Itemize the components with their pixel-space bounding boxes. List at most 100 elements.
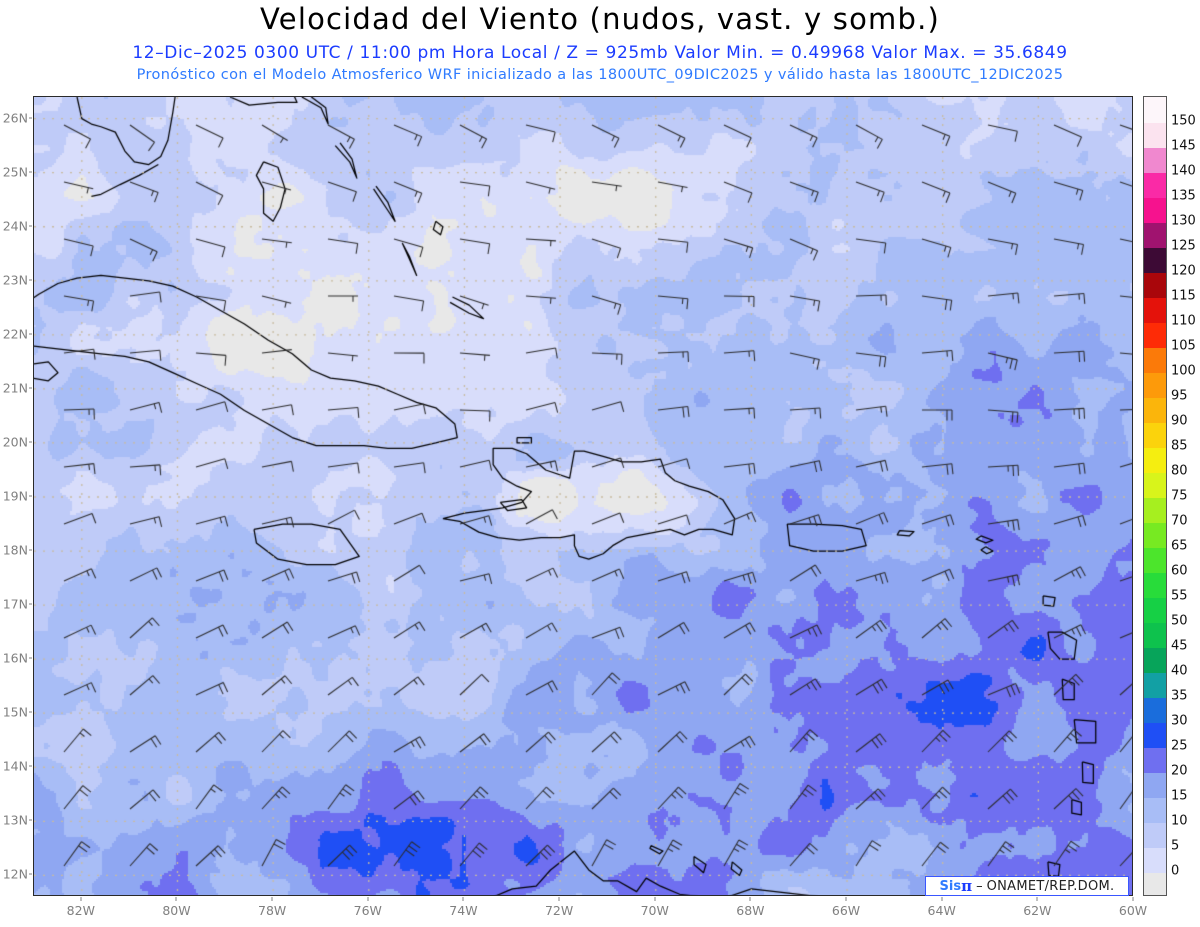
colorbar-tick-label: 140 xyxy=(1171,163,1196,179)
colorbar-segment xyxy=(1144,772,1166,798)
latitude-tick-mark xyxy=(29,873,32,875)
longitude-tick-mark xyxy=(367,897,369,901)
latitude-tick-label: 26N xyxy=(2,110,28,126)
latitude-tick-mark xyxy=(29,387,32,389)
latitude-tick-label: 24N xyxy=(2,218,28,234)
latitude-tick-mark xyxy=(29,657,32,659)
colorbar-segment xyxy=(1144,347,1166,373)
longitude-tick-label: 74W xyxy=(449,903,478,918)
colorbar-tick-label: 55 xyxy=(1171,588,1188,604)
longitude-tick-mark xyxy=(654,897,656,901)
colorbar-segment xyxy=(1144,372,1166,398)
longitude-tick-mark xyxy=(271,897,273,901)
colorbar-segment xyxy=(1144,797,1166,823)
colorbar-segment xyxy=(1144,697,1166,723)
colorbar-segment xyxy=(1144,472,1166,498)
colorbar-tick-label: 65 xyxy=(1171,538,1188,554)
colorbar-segment xyxy=(1144,147,1166,173)
colorbar-tick-label: 45 xyxy=(1171,638,1188,654)
colorbar-segment xyxy=(1144,622,1166,648)
colorbar-tick-label: 75 xyxy=(1171,488,1188,504)
longitude-tick-mark xyxy=(80,897,82,901)
colorbar-segment xyxy=(1144,97,1166,123)
longitude-tick-label: 64W xyxy=(927,903,956,918)
latitude-tick-label: 16N xyxy=(2,650,28,666)
longitude-tick-label: 60W xyxy=(1118,903,1148,918)
latitude-tick-mark xyxy=(29,225,32,227)
colorbar-tick-label: 110 xyxy=(1171,313,1196,329)
colorbar-segment xyxy=(1144,422,1166,448)
latitude-tick-label: 21N xyxy=(2,380,28,396)
longitude-tick-label: 82W xyxy=(66,903,95,918)
latitude-tick-mark xyxy=(29,711,32,713)
colorbar-tick-label: 85 xyxy=(1171,438,1188,454)
colorbar-tick-label: 25 xyxy=(1171,738,1188,754)
colorbar-tick-label: 145 xyxy=(1171,138,1196,154)
longitude-tick-label: 78W xyxy=(257,903,287,918)
latitude-tick-label: 18N xyxy=(2,542,28,558)
attribution-badge: Sis π – ONAMET/REP.DOM. xyxy=(925,876,1129,896)
colorbar-tick-label: 30 xyxy=(1171,713,1188,729)
colorbar-segment xyxy=(1144,747,1166,773)
latitude-tick-label: 14N xyxy=(2,758,28,774)
colorbar-tick-label: 15 xyxy=(1171,788,1188,804)
longitude-tick-mark xyxy=(175,897,177,901)
colorbar-segment xyxy=(1144,522,1166,548)
latitude-tick-mark xyxy=(29,441,32,443)
colorbar-tick-label: 60 xyxy=(1171,563,1188,579)
latitude-tick-mark xyxy=(29,549,32,551)
colorbar-segment xyxy=(1144,672,1166,698)
colorbar-segment xyxy=(1144,847,1166,873)
pi-logo-glyph: π xyxy=(961,877,973,895)
colorbar-tick-label: 50 xyxy=(1171,613,1188,629)
map-header: Velocidad del Viento (nudos, vast. y som… xyxy=(0,0,1200,92)
latitude-tick-mark xyxy=(29,819,32,821)
colorbar-segment xyxy=(1144,647,1166,673)
colorbar-segment xyxy=(1144,297,1166,323)
latitude-tick-label: 20N xyxy=(2,434,28,450)
longitude-tick-label: 76W xyxy=(353,903,382,918)
latitude-tick-label: 25N xyxy=(2,164,28,180)
colorbar-segment xyxy=(1144,222,1166,248)
latitude-tick-mark xyxy=(29,603,32,605)
longitude-tick-mark xyxy=(941,897,943,901)
latitude-tick-mark xyxy=(29,765,32,767)
colorbar-tick-label: 20 xyxy=(1171,763,1188,779)
colorbar-tick-label: 70 xyxy=(1171,513,1188,529)
latitude-tick-label: 12N xyxy=(2,866,28,882)
latitude-tick-mark xyxy=(29,171,32,173)
model-description-line: Pronóstico con el Modelo Atmosferico WRF… xyxy=(136,67,1064,83)
colorbar-legend[interactable]: 0 5 10 15 20 25 30 35 40 45 50 55 60 65 70 75 80 85 90 95 10… xyxy=(1143,96,1200,896)
colorbar-segment xyxy=(1144,447,1166,473)
colorbar-segment xyxy=(1144,122,1166,148)
colorbar-tick-label: 115 xyxy=(1171,288,1196,304)
colorbar-segment xyxy=(1144,572,1166,598)
latitude-tick-label: 23N xyxy=(2,272,28,288)
longitude-tick-label: 68W xyxy=(736,903,765,918)
colorbar-gradient xyxy=(1143,96,1167,896)
organization-label: ONAMET/REP.DOM. xyxy=(986,878,1115,894)
latitude-tick-mark xyxy=(29,117,32,119)
longitude-tick-label: 70W xyxy=(640,903,669,918)
colorbar-tick-label: 105 xyxy=(1171,338,1196,354)
colorbar-segment xyxy=(1144,322,1166,348)
colorbar-tick-label: 125 xyxy=(1171,238,1196,254)
colorbar-tick-label: 40 xyxy=(1171,663,1188,679)
colorbar-tick-label: 150 xyxy=(1171,113,1196,129)
longitude-tick-label: 80W xyxy=(162,903,191,918)
colorbar-segment xyxy=(1144,722,1166,748)
latitude-tick-label: 22N xyxy=(2,326,28,342)
colorbar-segment xyxy=(1144,272,1166,298)
colorbar-tick-label: 80 xyxy=(1171,463,1188,479)
colorbar-segment xyxy=(1144,197,1166,223)
colorbar-tick-label: 120 xyxy=(1171,263,1196,279)
colorbar-segment xyxy=(1144,547,1166,573)
colorbar-segment xyxy=(1144,872,1166,895)
map-plot-area[interactable] xyxy=(33,96,1133,896)
latitude-tick-label: 15N xyxy=(2,704,28,720)
attribution-separator: – xyxy=(976,878,983,894)
colorbar-tick-label: 135 xyxy=(1171,188,1196,204)
latitude-tick-mark xyxy=(29,279,32,281)
page-title: Velocidad del Viento (nudos, vast. y som… xyxy=(259,2,940,36)
sis-logo-text: Sis xyxy=(939,878,962,894)
